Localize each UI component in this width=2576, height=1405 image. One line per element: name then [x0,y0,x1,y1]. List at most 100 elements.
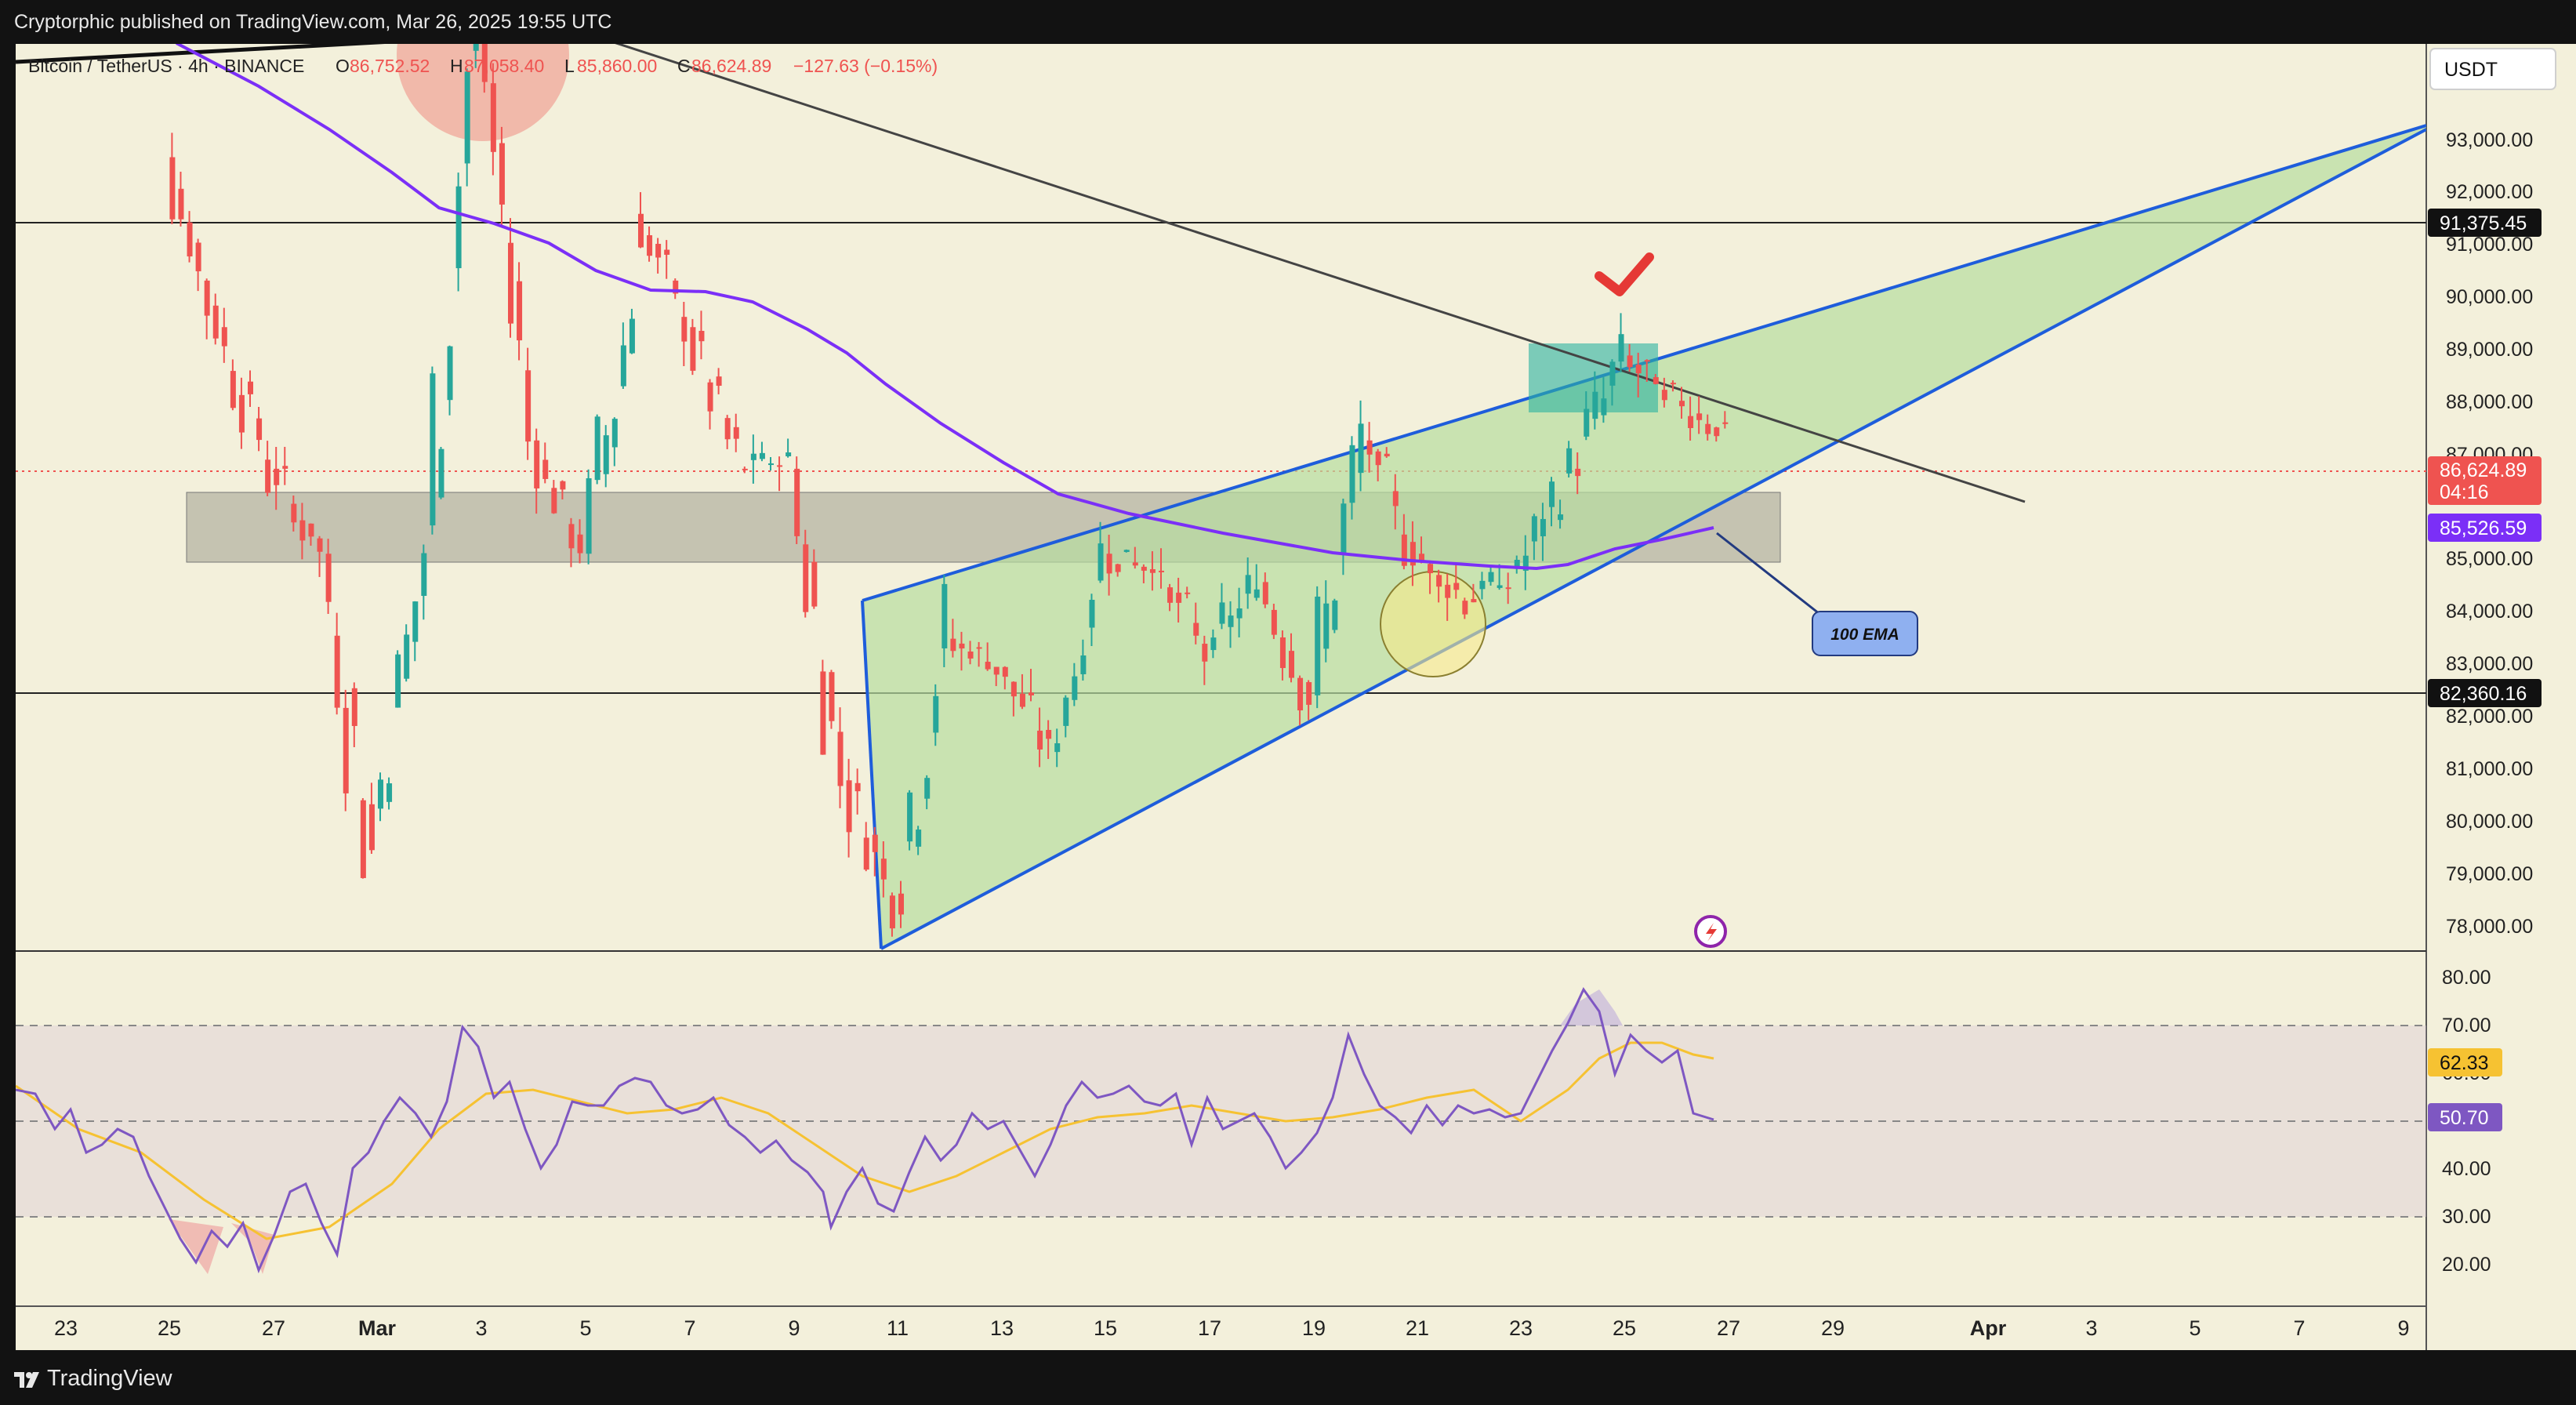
resistance-price-tag [2428,209,2542,237]
candle-body [1193,623,1199,636]
candle-body [933,695,939,733]
candle-body [1661,390,1667,401]
candlestick-series [169,44,1729,937]
candle-body [178,188,184,220]
candle-body [1644,360,1650,362]
date-tick: 5 [579,1316,591,1340]
candle-body [317,538,323,552]
candle-body [212,305,219,339]
candle-body [525,370,532,442]
candle-body [1722,422,1729,424]
candle-body [542,459,549,479]
countdown-text: 04:16 [2440,481,2489,503]
candle-body [560,481,566,490]
candle-body [1080,655,1087,674]
top-trend-segment[interactable] [16,31,580,64]
candle-body [1436,575,1442,587]
price-tick: 93,000.00 [2446,129,2533,151]
time-axis[interactable]: 23 25 27 Mar 3 5 7 9 11 13 15 17 19 21 2… [54,1316,2410,1340]
candle-body [733,427,739,439]
candle-body [586,477,592,554]
tradingview-logo[interactable]: TradingView [14,1366,172,1392]
date-tick: 15 [1094,1316,1117,1340]
candle-body [1010,681,1017,697]
check-mark[interactable] [1595,252,1654,296]
candle-body [1072,676,1078,700]
publish-header: Cryptorphic published on TradingView.com… [0,0,2576,44]
candle-body [325,554,332,602]
rsi-tick: 80.00 [2442,967,2491,989]
candle-body [1627,355,1633,368]
candle-body [629,318,635,354]
legend-l-value: 85,860.00 [577,56,657,76]
candle-body [221,327,227,347]
candle-body [551,488,557,514]
candle-body [1558,514,1564,521]
candle-body [820,671,826,755]
price-tick: 91,000.00 [2446,234,2533,256]
candle-body [1123,550,1130,553]
highlight-circle-top[interactable] [397,0,569,141]
rising-wedge-fill[interactable] [862,125,2426,949]
candle-body [1401,534,1407,566]
candle-body [1054,743,1061,753]
legend-c-label: C [677,56,691,76]
candle-body [942,583,948,648]
candle-body [360,800,366,878]
candle-body [378,779,383,809]
candle-body [1271,609,1277,635]
legend-h-value: 87,058.40 [464,56,544,76]
candle-body [1046,729,1052,739]
date-tick: 23 [1509,1316,1533,1340]
candle-body [1670,383,1676,385]
currency-button[interactable] [2429,48,2556,90]
candle-body [473,44,479,51]
price-tick: 82,000.00 [2446,706,2533,728]
date-tick: 25 [158,1316,181,1340]
ema-callout-box[interactable] [1812,611,1918,656]
candle-body [1601,398,1607,416]
candle-body [1159,570,1164,572]
date-tick: 7 [2293,1316,2305,1340]
wedge-left-edge[interactable] [861,600,883,949]
rsi-tick: 30.00 [2442,1206,2491,1228]
symbol-legend[interactable]: Bitcoin / TetherUS · 4h · BINANCE O 86,7… [28,56,938,76]
rsi-pane[interactable] [16,987,2426,1274]
ema-100-line[interactable] [176,43,1714,571]
candle-body [499,143,505,205]
candle-body [794,468,800,536]
rsi-line[interactable] [16,987,1714,1274]
candle-body [447,346,453,401]
candle-body [1002,666,1008,677]
candle-body [438,448,444,498]
candle-body [1297,677,1304,711]
rsi-tick: 70.00 [2442,1015,2491,1037]
chart-area[interactable]: 100 EMA 93,000.00 92,000.00 91,000.00 90… [0,0,2576,1350]
rsi-ma-line[interactable] [16,1041,1714,1240]
date-tick: 21 [1406,1316,1429,1340]
descending-trend-line[interactable] [580,31,2026,503]
candle-body [1696,413,1703,420]
price-tick: 79,000.00 [2446,863,2533,885]
wedge-lower-line[interactable] [880,128,2426,950]
legend-o-label: O [336,56,350,76]
price-axis[interactable]: 93,000.00 92,000.00 91,000.00 90,000.00 … [2446,129,2533,938]
candle-body [1341,503,1347,555]
candle-body [664,249,670,255]
candle-body [1063,697,1069,726]
candle-body [647,235,653,256]
highlight-circle-yellow[interactable] [1380,571,1486,677]
rsi-ma-value: 62.33 [2440,1052,2489,1074]
candle-body [187,222,193,257]
tradingview-icon [14,1371,39,1388]
price-tick: 84,000.00 [2446,601,2533,623]
date-tick: 23 [54,1316,78,1340]
candle-body [750,453,756,460]
candle-body [1514,560,1520,569]
candle-body [1453,583,1460,590]
candle-body [872,834,878,852]
candle-body [1254,589,1260,598]
candle-body [707,382,713,412]
price-tick: 89,000.00 [2446,339,2533,361]
price-tick: 83,000.00 [2446,653,2533,675]
